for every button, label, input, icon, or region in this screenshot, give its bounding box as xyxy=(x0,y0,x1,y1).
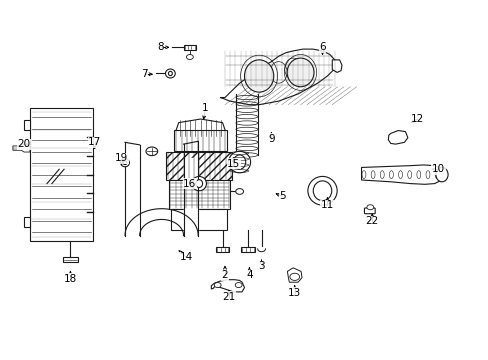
Ellipse shape xyxy=(165,69,175,78)
Text: 5: 5 xyxy=(279,191,285,201)
Polygon shape xyxy=(287,268,302,282)
Ellipse shape xyxy=(233,155,245,169)
Polygon shape xyxy=(30,108,93,241)
Polygon shape xyxy=(13,144,30,152)
Text: 22: 22 xyxy=(365,216,378,226)
Ellipse shape xyxy=(286,58,313,87)
Text: 14: 14 xyxy=(179,252,192,262)
Text: 16: 16 xyxy=(183,179,196,189)
Ellipse shape xyxy=(123,161,127,165)
Ellipse shape xyxy=(168,71,172,76)
Text: 20: 20 xyxy=(18,139,31,149)
Polygon shape xyxy=(220,49,334,105)
Text: 15: 15 xyxy=(227,159,240,169)
Circle shape xyxy=(214,283,221,288)
Polygon shape xyxy=(173,130,227,151)
Circle shape xyxy=(235,283,242,288)
Text: 21: 21 xyxy=(222,292,235,302)
Polygon shape xyxy=(361,165,441,184)
FancyBboxPatch shape xyxy=(364,208,374,214)
Polygon shape xyxy=(211,280,244,292)
Circle shape xyxy=(146,147,158,156)
Ellipse shape xyxy=(228,151,250,173)
Text: 10: 10 xyxy=(431,164,444,174)
FancyBboxPatch shape xyxy=(63,257,78,262)
Text: 2: 2 xyxy=(221,270,228,280)
Polygon shape xyxy=(24,120,30,130)
Ellipse shape xyxy=(435,167,447,182)
FancyBboxPatch shape xyxy=(183,45,195,50)
Text: 9: 9 xyxy=(267,134,274,144)
Text: 4: 4 xyxy=(245,270,252,280)
Ellipse shape xyxy=(195,180,202,188)
Ellipse shape xyxy=(121,159,129,167)
Text: 8: 8 xyxy=(157,42,163,52)
Polygon shape xyxy=(387,131,407,144)
Circle shape xyxy=(235,189,243,194)
Ellipse shape xyxy=(191,176,206,191)
Text: 19: 19 xyxy=(115,153,128,163)
Ellipse shape xyxy=(307,176,336,205)
Text: 12: 12 xyxy=(410,114,424,124)
Ellipse shape xyxy=(313,181,331,201)
Circle shape xyxy=(366,205,373,210)
Circle shape xyxy=(186,54,193,59)
Polygon shape xyxy=(168,180,229,209)
Polygon shape xyxy=(331,60,341,72)
Text: 18: 18 xyxy=(63,274,77,284)
FancyBboxPatch shape xyxy=(215,247,229,252)
Circle shape xyxy=(289,273,299,280)
Polygon shape xyxy=(166,152,232,180)
Polygon shape xyxy=(176,119,224,138)
Text: 17: 17 xyxy=(88,138,101,147)
Polygon shape xyxy=(171,209,227,230)
Polygon shape xyxy=(24,217,30,226)
Text: 7: 7 xyxy=(141,69,147,79)
Text: 1: 1 xyxy=(202,103,208,113)
Text: 11: 11 xyxy=(320,200,333,210)
Text: 6: 6 xyxy=(319,42,325,52)
Text: 13: 13 xyxy=(287,288,301,298)
FancyBboxPatch shape xyxy=(241,247,254,252)
Ellipse shape xyxy=(244,60,273,92)
Text: 3: 3 xyxy=(258,261,264,271)
